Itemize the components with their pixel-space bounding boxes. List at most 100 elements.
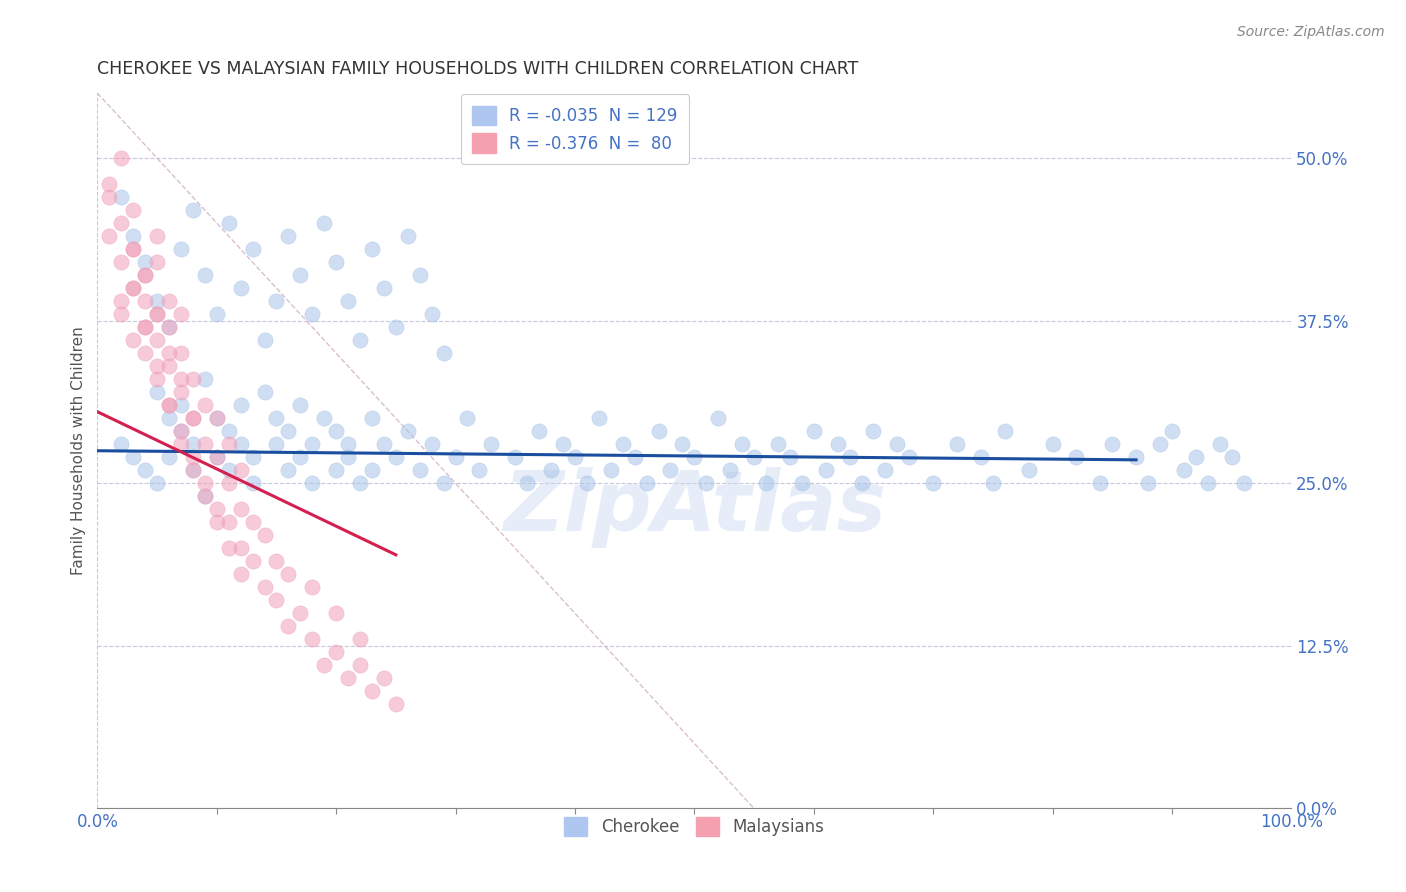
Point bbox=[1090, 476, 1112, 491]
Point bbox=[1018, 463, 1040, 477]
Point bbox=[218, 516, 240, 530]
Point bbox=[396, 229, 419, 244]
Text: Source: ZipAtlas.com: Source: ZipAtlas.com bbox=[1237, 25, 1385, 39]
Point bbox=[671, 437, 693, 451]
Point bbox=[1208, 437, 1230, 451]
Point bbox=[1042, 437, 1064, 451]
Point bbox=[194, 437, 217, 451]
Point bbox=[170, 398, 193, 412]
Point bbox=[290, 607, 312, 621]
Point bbox=[373, 437, 395, 451]
Point bbox=[337, 294, 360, 309]
Point bbox=[516, 476, 538, 491]
Point bbox=[503, 450, 526, 465]
Point bbox=[146, 307, 169, 321]
Point bbox=[98, 177, 121, 191]
Point bbox=[301, 632, 323, 647]
Point bbox=[301, 307, 323, 321]
Point bbox=[242, 554, 264, 568]
Point bbox=[946, 437, 969, 451]
Point bbox=[218, 463, 240, 477]
Point bbox=[205, 411, 228, 425]
Point bbox=[110, 437, 132, 451]
Point bbox=[409, 463, 432, 477]
Point bbox=[337, 450, 360, 465]
Point bbox=[290, 398, 312, 412]
Point bbox=[564, 450, 586, 465]
Point bbox=[218, 476, 240, 491]
Point bbox=[361, 242, 384, 256]
Point bbox=[229, 281, 252, 295]
Point bbox=[170, 372, 193, 386]
Point bbox=[290, 268, 312, 282]
Point bbox=[898, 450, 921, 465]
Point bbox=[1185, 450, 1208, 465]
Point bbox=[540, 463, 562, 477]
Point bbox=[277, 619, 299, 633]
Point bbox=[373, 672, 395, 686]
Point bbox=[325, 645, 347, 659]
Point bbox=[157, 346, 180, 360]
Point bbox=[134, 268, 156, 282]
Point bbox=[325, 607, 347, 621]
Point bbox=[1161, 424, 1184, 438]
Point bbox=[146, 255, 169, 269]
Point bbox=[838, 450, 860, 465]
Point bbox=[146, 307, 169, 321]
Point bbox=[157, 320, 180, 334]
Point bbox=[444, 450, 467, 465]
Point bbox=[134, 268, 156, 282]
Point bbox=[218, 216, 240, 230]
Point bbox=[194, 489, 217, 503]
Point bbox=[157, 294, 180, 309]
Point bbox=[337, 672, 360, 686]
Point bbox=[886, 437, 908, 451]
Y-axis label: Family Households with Children: Family Households with Children bbox=[72, 326, 86, 575]
Point bbox=[766, 437, 789, 451]
Point bbox=[122, 203, 145, 218]
Point bbox=[325, 463, 347, 477]
Point bbox=[134, 320, 156, 334]
Point bbox=[229, 463, 252, 477]
Point bbox=[433, 346, 456, 360]
Point bbox=[277, 424, 299, 438]
Point bbox=[146, 476, 169, 491]
Point bbox=[266, 411, 288, 425]
Point bbox=[194, 268, 217, 282]
Point bbox=[970, 450, 993, 465]
Point bbox=[277, 463, 299, 477]
Point bbox=[742, 450, 765, 465]
Point bbox=[122, 450, 145, 465]
Point bbox=[229, 567, 252, 582]
Point bbox=[349, 632, 371, 647]
Point bbox=[134, 294, 156, 309]
Point bbox=[707, 411, 730, 425]
Point bbox=[636, 476, 658, 491]
Point bbox=[349, 476, 371, 491]
Point bbox=[361, 411, 384, 425]
Point bbox=[205, 411, 228, 425]
Point bbox=[922, 476, 945, 491]
Point bbox=[181, 463, 204, 477]
Point bbox=[349, 333, 371, 347]
Point bbox=[218, 541, 240, 556]
Point bbox=[110, 216, 132, 230]
Point bbox=[122, 281, 145, 295]
Point bbox=[98, 190, 121, 204]
Point bbox=[396, 424, 419, 438]
Point bbox=[157, 320, 180, 334]
Text: CHEROKEE VS MALAYSIAN FAMILY HOUSEHOLDS WITH CHILDREN CORRELATION CHART: CHEROKEE VS MALAYSIAN FAMILY HOUSEHOLDS … bbox=[97, 60, 859, 78]
Point bbox=[266, 593, 288, 607]
Point bbox=[122, 333, 145, 347]
Point bbox=[110, 255, 132, 269]
Point bbox=[325, 255, 347, 269]
Point bbox=[314, 658, 336, 673]
Point bbox=[266, 294, 288, 309]
Point bbox=[361, 684, 384, 698]
Point bbox=[194, 398, 217, 412]
Point bbox=[134, 346, 156, 360]
Point bbox=[122, 242, 145, 256]
Point bbox=[1220, 450, 1243, 465]
Point bbox=[146, 294, 169, 309]
Point bbox=[551, 437, 574, 451]
